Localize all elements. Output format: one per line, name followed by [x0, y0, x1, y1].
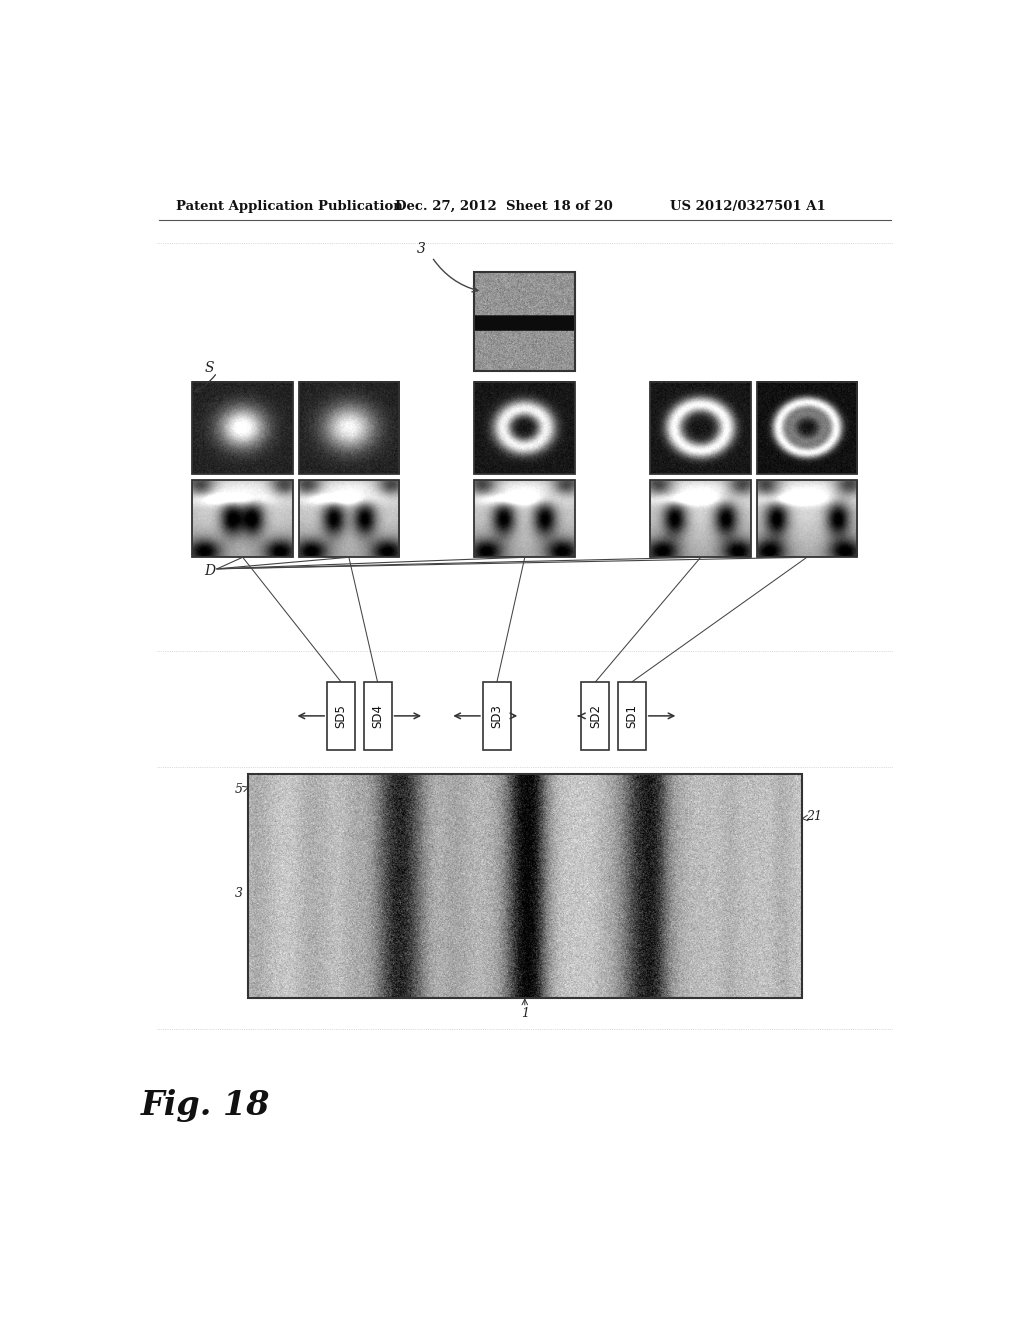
Bar	[299, 381, 399, 474]
Bar	[474, 381, 575, 474]
Bar	[650, 381, 751, 474]
Text: S: S	[205, 360, 214, 375]
Bar	[248, 775, 802, 998]
Bar	[582, 682, 609, 750]
Bar	[617, 682, 646, 750]
Text: 3: 3	[234, 887, 243, 900]
Text: 1: 1	[521, 1007, 528, 1019]
Text: Fig. 18: Fig. 18	[140, 1089, 270, 1122]
Bar	[193, 480, 293, 557]
Text: 5: 5	[234, 783, 243, 796]
Bar	[483, 682, 511, 750]
Bar	[650, 480, 751, 557]
Text: SD2: SD2	[589, 704, 602, 727]
Bar	[299, 480, 399, 557]
Bar	[364, 682, 391, 750]
Text: 3: 3	[418, 243, 426, 256]
Bar	[474, 480, 575, 557]
Text: SD3: SD3	[490, 704, 504, 727]
Bar	[474, 272, 575, 371]
Bar	[757, 381, 857, 474]
Text: SD5: SD5	[335, 704, 347, 727]
Text: D: D	[204, 564, 215, 578]
Bar	[193, 381, 293, 474]
Text: SD1: SD1	[626, 704, 638, 727]
Text: Dec. 27, 2012  Sheet 18 of 20: Dec. 27, 2012 Sheet 18 of 20	[395, 199, 613, 213]
Text: 21: 21	[806, 810, 822, 824]
Text: US 2012/0327501 A1: US 2012/0327501 A1	[671, 199, 826, 213]
Text: Patent Application Publication: Patent Application Publication	[176, 199, 402, 213]
Bar	[757, 480, 857, 557]
Bar	[328, 682, 355, 750]
Text: SD4: SD4	[371, 704, 384, 727]
